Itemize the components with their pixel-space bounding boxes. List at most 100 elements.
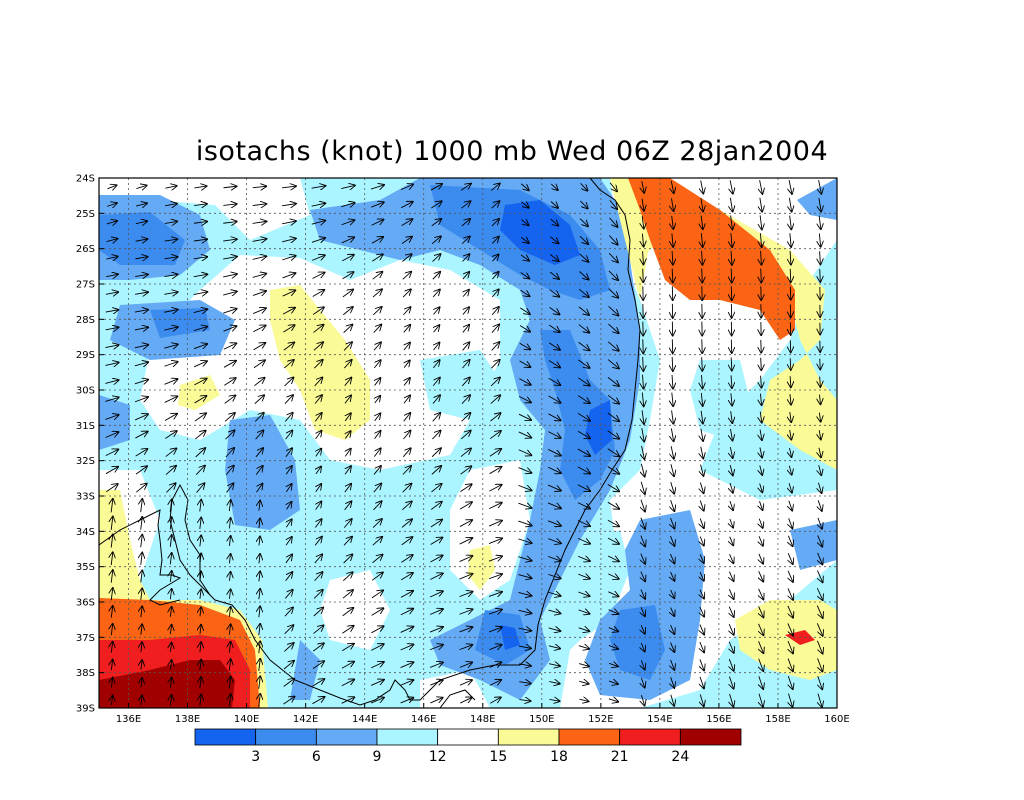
wind-arrow — [548, 449, 561, 455]
wind-arrow — [373, 466, 381, 475]
wind-arrow — [259, 501, 260, 511]
colorbar-label: 6 — [312, 749, 321, 765]
wind-arrow — [370, 680, 384, 686]
wind-arrow — [429, 645, 443, 651]
wind-arrow — [286, 537, 292, 546]
wind-arrow — [107, 203, 117, 206]
wind-arrow — [401, 202, 412, 209]
wind-arrow — [700, 589, 704, 599]
wind-arrow — [252, 291, 266, 296]
wind-arrow — [730, 464, 733, 475]
wind-arrow — [820, 269, 821, 282]
wind-arrow — [790, 251, 791, 265]
wind-arrow — [283, 325, 294, 333]
wind-arrow — [373, 307, 381, 316]
wind-arrow — [790, 411, 791, 422]
wind-arrow — [341, 255, 354, 262]
wind-arrow — [433, 360, 439, 369]
wind-arrow — [518, 592, 532, 595]
wind-arrow — [700, 500, 703, 511]
wind-arrow — [463, 307, 469, 315]
wind-arrow — [342, 307, 352, 316]
wind-arrow — [641, 463, 644, 477]
wind-arrow — [314, 377, 323, 387]
wind-arrow — [316, 484, 321, 493]
wind-arrow — [193, 361, 207, 368]
wind-arrow — [400, 627, 414, 633]
wind-arrow — [577, 556, 590, 561]
wind-arrow — [223, 239, 237, 241]
wind-arrow — [282, 273, 296, 278]
wind-arrow — [200, 571, 201, 582]
wind-arrow — [223, 186, 237, 188]
wind-arrow — [312, 273, 324, 279]
wind-arrow — [642, 374, 643, 389]
wind-arrow — [229, 500, 230, 512]
wind-arrow — [254, 395, 264, 404]
wind-arrow — [141, 678, 142, 688]
wind-arrow — [111, 588, 112, 601]
wind-arrow — [701, 197, 703, 211]
wind-arrow — [607, 466, 619, 474]
wind-arrow — [609, 200, 617, 209]
wind-arrow — [194, 396, 207, 404]
wind-arrow — [488, 538, 502, 545]
wind-arrow — [731, 215, 733, 229]
wind-arrow — [671, 677, 675, 688]
wind-arrow — [343, 572, 352, 581]
wind-arrow — [404, 360, 410, 368]
wind-arrow — [788, 693, 792, 707]
wind-arrow — [283, 342, 294, 351]
wind-arrow — [789, 465, 791, 475]
wind-arrow — [313, 360, 322, 369]
wind-arrow — [670, 553, 674, 563]
colorbar-swatch — [255, 728, 317, 746]
wind-arrow — [141, 571, 142, 583]
wind-arrow — [729, 589, 733, 599]
wind-arrow — [488, 610, 502, 615]
wind-arrow — [702, 268, 703, 283]
wind-arrow — [489, 431, 501, 440]
wind-arrow — [492, 254, 498, 262]
wind-arrow — [760, 215, 762, 229]
wind-arrow — [671, 517, 675, 528]
wind-arrow — [373, 501, 381, 511]
wind-arrow — [111, 660, 112, 671]
wind-arrow — [285, 554, 292, 564]
wind-arrow — [170, 553, 171, 565]
wind-arrow — [314, 537, 322, 546]
wind-arrow — [671, 464, 674, 476]
wind-arrow — [372, 537, 382, 546]
wind-arrow — [641, 517, 645, 529]
wind-arrow — [671, 198, 673, 211]
wind-arrow — [701, 428, 703, 441]
wind-arrow — [375, 413, 381, 422]
wind-arrow — [459, 680, 472, 686]
wind-arrow — [819, 465, 822, 475]
wind-arrow — [343, 554, 353, 564]
wind-arrow — [105, 363, 118, 366]
wind-arrow — [200, 677, 201, 689]
wind-arrow — [286, 502, 291, 510]
wind-arrow — [165, 466, 176, 475]
wind-arrow — [820, 394, 821, 405]
wind-arrow — [489, 467, 502, 475]
wind-arrow — [518, 395, 531, 402]
wind-arrow — [229, 554, 230, 564]
wind-arrow — [342, 626, 353, 634]
colorbar-label: 3 — [251, 749, 260, 765]
wind-arrow — [463, 290, 469, 297]
wind-arrow — [788, 553, 793, 564]
wind-arrow — [490, 377, 500, 387]
wind-arrow — [341, 697, 355, 704]
wind-arrow — [462, 342, 470, 351]
wind-arrow — [165, 448, 177, 457]
wind-arrow — [790, 447, 792, 457]
wind-arrow — [259, 571, 260, 582]
wind-arrow — [579, 681, 588, 683]
wind-arrow — [488, 521, 502, 527]
wind-arrow — [135, 221, 147, 224]
wind-arrow — [229, 572, 230, 581]
wind-arrow — [400, 662, 414, 669]
wind-arrow — [107, 185, 117, 189]
